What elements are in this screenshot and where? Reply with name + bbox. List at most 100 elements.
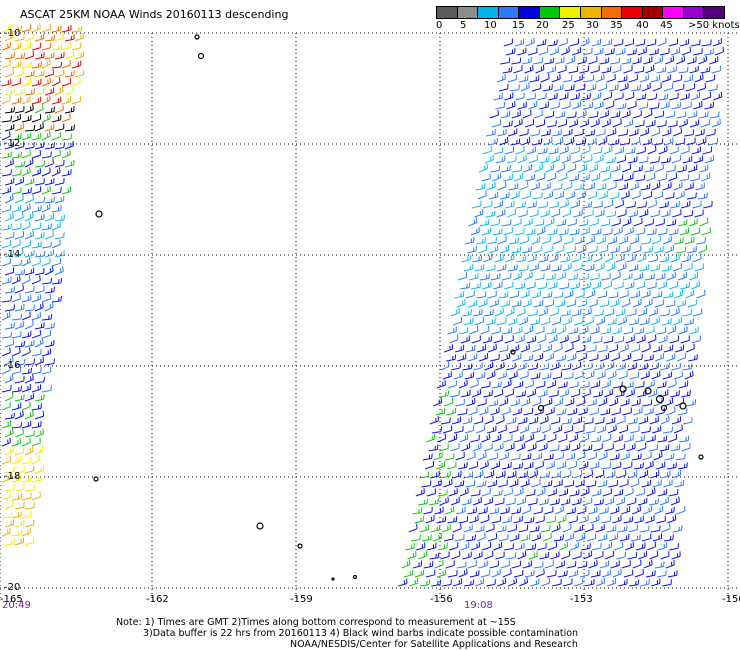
wind-barb <box>554 452 564 461</box>
wind-barb <box>11 422 23 429</box>
wind-barb <box>527 47 538 56</box>
wind-barb <box>606 470 616 479</box>
wind-barb <box>702 91 712 101</box>
wind-barb <box>467 507 477 515</box>
wind-barb <box>529 525 540 533</box>
wind-barb <box>64 51 75 60</box>
wind-barb <box>570 541 580 551</box>
wind-barb <box>701 172 711 182</box>
wind-barb <box>647 93 658 101</box>
wind-barb <box>31 186 42 195</box>
wind-barb <box>693 48 703 56</box>
wind-barb <box>572 100 582 110</box>
wind-barb <box>515 92 525 101</box>
wind-barb <box>31 132 42 141</box>
wind-barb <box>61 186 72 195</box>
wind-barb <box>606 525 617 533</box>
wind-barb <box>609 397 619 407</box>
wind-barb <box>707 84 718 92</box>
wind-barb <box>677 271 687 281</box>
wind-barb <box>414 569 425 578</box>
wind-barb <box>670 444 681 452</box>
wind-barb <box>666 271 676 281</box>
wind-barb <box>4 106 16 114</box>
wind-barb <box>489 299 499 308</box>
wind-barb <box>579 381 590 389</box>
wind-barb <box>635 435 645 443</box>
wind-barb <box>534 273 545 281</box>
wind-barb <box>573 263 583 272</box>
wind-barb <box>593 498 604 506</box>
wind-barb <box>643 505 653 515</box>
wind-barb <box>657 435 668 443</box>
wind-barb <box>74 69 85 78</box>
wind-barb <box>549 253 559 263</box>
wind-barb <box>618 235 629 245</box>
wind-barb <box>638 156 649 164</box>
wind-barb <box>476 532 486 542</box>
wind-barb <box>557 570 568 578</box>
wind-barb <box>509 533 520 542</box>
wind-barb <box>694 209 704 218</box>
lon-tick-label: -165 <box>0 594 23 605</box>
wind-barb <box>590 515 600 524</box>
wind-barb <box>448 488 458 497</box>
wind-barb <box>520 82 530 92</box>
wind-barb <box>464 579 475 587</box>
wind-barb <box>698 55 708 65</box>
wind-barb <box>465 480 476 488</box>
wind-barb <box>41 366 52 375</box>
wind-barb <box>539 551 549 560</box>
wind-barb <box>492 489 503 497</box>
wind-barb <box>54 52 65 60</box>
wind-barb <box>657 37 667 47</box>
wind-barb <box>673 237 684 245</box>
wind-barb <box>605 361 615 371</box>
wind-barb <box>610 298 620 308</box>
wind-barb <box>41 59 51 69</box>
wind-barb <box>532 397 542 407</box>
wind-barb <box>426 433 436 443</box>
wind-barb <box>594 417 605 425</box>
wind-barb <box>642 451 652 461</box>
wind-barb <box>461 442 471 452</box>
wind-barb <box>24 393 35 402</box>
wind-barb <box>689 119 700 128</box>
wind-barb <box>484 415 494 425</box>
wind-barb <box>683 210 694 218</box>
wind-barb <box>31 257 41 267</box>
wind-barb <box>44 302 54 312</box>
wind-barb <box>541 424 551 434</box>
wind-barb <box>665 55 675 65</box>
wind-barb <box>617 262 627 272</box>
wind-barb <box>407 550 417 560</box>
wind-barb <box>64 106 75 114</box>
wind-barb <box>600 353 610 362</box>
wind-barb <box>622 272 633 281</box>
wind-barb <box>639 469 649 479</box>
wind-barb <box>612 64 622 74</box>
wind-barb <box>536 173 546 182</box>
wind-barb <box>482 281 492 290</box>
wind-barb <box>44 158 54 168</box>
wind-barb <box>1 186 12 195</box>
wind-barb <box>446 354 457 362</box>
wind-barb <box>554 191 564 200</box>
wind-barb <box>520 343 530 353</box>
wind-barb <box>476 237 487 245</box>
wind-barb <box>649 156 660 164</box>
wind-barb <box>562 262 572 272</box>
wind-barb <box>613 38 624 47</box>
wind-barb <box>562 75 573 83</box>
wind-barb <box>569 38 579 47</box>
wind-barb <box>641 343 651 353</box>
wind-barb <box>508 425 519 434</box>
wind-barb <box>476 480 487 488</box>
lon-tick-label: -156 <box>430 594 453 605</box>
wind-barb <box>432 426 443 434</box>
wind-barb <box>489 507 499 515</box>
wind-barb <box>511 246 522 254</box>
wind-barb <box>522 56 532 65</box>
wind-barb <box>604 388 614 398</box>
wind-barb <box>589 353 599 362</box>
